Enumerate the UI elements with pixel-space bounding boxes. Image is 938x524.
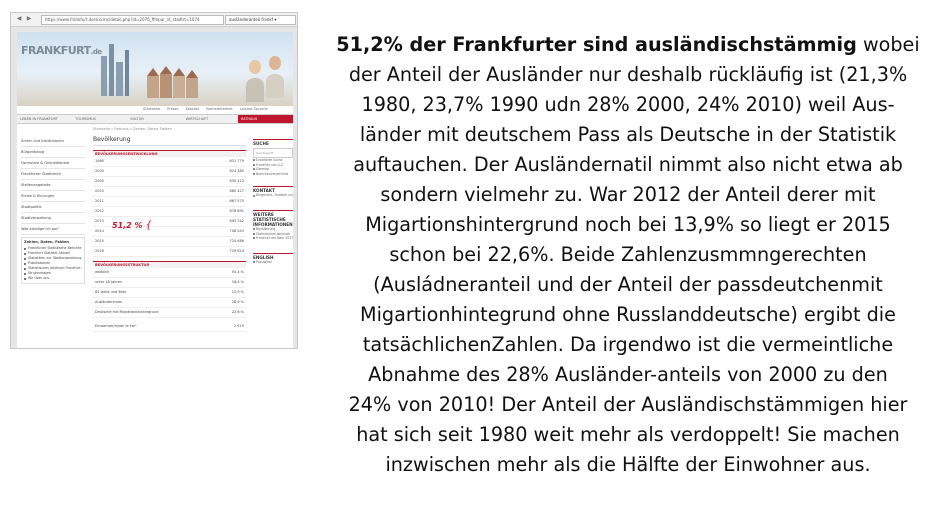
nav-rathaus[interactable]: RATHAUS (237, 115, 294, 123)
header-banner: FRANKFURT.de (17, 32, 293, 106)
roemer-house-shape (147, 76, 159, 98)
table-row: unter 18 Jahren 16,4 % (93, 278, 246, 288)
subnav-item[interactable]: Statistiken zur Stadtentwicklung (24, 256, 82, 261)
nav-leben[interactable]: LEBEN IN FRANKFURT (20, 117, 58, 121)
left-nav-item[interactable]: Stellenangebote (21, 180, 85, 191)
more-stats-link[interactable]: Statistisches Jahrbuch (253, 232, 293, 237)
table-row: 2013 693 342 (93, 217, 246, 227)
person-head-shape (249, 60, 261, 74)
left-nav-item[interactable]: Stadtverwaltung (21, 213, 85, 224)
subnav-item[interactable]: Frankfurter Statistische Berichte (24, 246, 82, 251)
address-bar[interactable]: https://www.frankfurt.de/sixcms/detail.p… (41, 15, 224, 25)
english-link[interactable]: Population (253, 260, 293, 265)
more-stats-heading: WEITERE STATISTISCHE INFORMATIONEN (253, 209, 293, 227)
roof-shape (186, 70, 198, 78)
table-row: 2000 624 380 (93, 167, 246, 177)
subnav-item[interactable]: Strukturdaten (24, 271, 82, 276)
table-row: Deutsche mit Migrationshintergrund 22,6 % (93, 308, 246, 318)
subnav-item[interactable]: Publikationen (24, 261, 82, 266)
table-row: 2016 729 624 (93, 247, 246, 257)
top-link[interactable]: Startseite (143, 107, 161, 111)
left-nav-item[interactable]: Formulare & Onlinedienste (21, 158, 85, 169)
roemer-house-shape (160, 74, 172, 98)
search-link[interactable]: Erweiterte Suche (253, 158, 293, 163)
right-sidebar: SUCHE Suchbegriff Erweiterte Suche Frank… (253, 136, 293, 264)
left-nav-item[interactable]: Stadtpolitik (21, 202, 85, 213)
back-icon[interactable]: ◀ (16, 15, 22, 22)
forward-icon[interactable]: ▶ (26, 15, 32, 22)
left-subnav: Zahlen, Daten, Fakten Frankfurter Statis… (21, 237, 85, 284)
nav-wirtschaft[interactable]: WIRTSCHAFT (185, 117, 209, 121)
subnav-item[interactable]: Wir über uns (24, 276, 82, 281)
table-row: 2014 708 543 (93, 227, 246, 237)
skyscraper-shape (125, 50, 129, 96)
table-row: 2015 724 486 (93, 237, 246, 247)
subnav-title[interactable]: Zahlen, Daten, Fakten (24, 240, 69, 244)
commentary-headline: 51,2% der Frankfurter sind ausländischst… (336, 33, 857, 56)
table-row: 2005 630 423 (93, 177, 246, 187)
table-row: 1980 631 779 (93, 157, 246, 167)
section-heading: BEVÖLKERUNGSSTRUKTUR (93, 261, 246, 268)
roemer-house-shape (186, 78, 198, 98)
contact-link[interactable]: Bürgeramt, Statistik und Wahlen (253, 193, 293, 198)
person-body-shape (266, 74, 284, 98)
table-row: 65 Jahre und älter 15,9 % (93, 288, 246, 298)
skyscraper-shape (109, 44, 114, 96)
left-nav-item[interactable]: Was erledige ich wo? (21, 224, 85, 235)
top-link[interactable]: Presse (167, 107, 179, 111)
contact-heading: KONTAKT (253, 186, 293, 193)
left-nav-item[interactable]: Bürgerdialog (21, 147, 85, 158)
nav-tourismus[interactable]: TOURISMUS (75, 117, 97, 121)
commentary-text: 51,2% der Frankfurter sind ausländischst… (330, 30, 926, 480)
table-row: 2010 660 427 (93, 187, 246, 197)
person-head-shape (269, 56, 281, 70)
commentary-body: wobei der Anteil der Ausländer nur desha… (348, 33, 920, 476)
search-heading: SUCHE (253, 139, 293, 146)
roof-shape (160, 66, 172, 74)
skyscraper-shape (116, 62, 123, 96)
english-heading: ENGLISH (253, 252, 293, 260)
browser-toolbar: ◀ ▶ https://www.frankfurt.de/sixcms/deta… (11, 13, 297, 27)
search-link[interactable]: Branchenverzeichnis (253, 172, 293, 177)
search-bar[interactable]: ausländeranteil frankf ▾ (225, 15, 296, 25)
frankfurt-page: FRANKFURT.de Startseite Presse Kontak (17, 32, 294, 348)
content-title: Bevölkerung (93, 136, 246, 146)
table-row: weiblich 50,4 % (93, 268, 246, 278)
left-nav-item[interactable]: Ämter und Institutionen (21, 136, 85, 147)
subnav-item[interactable]: Frankfurt Statistik Aktuell (24, 251, 82, 256)
search-link[interactable]: Sitemap (253, 167, 293, 172)
table-row: 2012 678 691 (93, 207, 246, 217)
roof-shape (173, 68, 185, 76)
left-navigation: Ämter und Institutionen Bürgerdialog For… (21, 136, 85, 284)
more-stats-link[interactable]: Bevölkerung (253, 227, 293, 232)
breadcrumb: Startseite » Rathaus » Zahlen, Daten, Fa… (93, 127, 172, 131)
webpage-screenshot: ◀ ▶ https://www.frankfurt.de/sixcms/deta… (10, 12, 298, 349)
skyscraper-shape (101, 56, 107, 96)
roof-shape (147, 68, 159, 76)
table-row: Ausländerinnen 28,6 % (93, 298, 246, 308)
top-link[interactable]: Leichte Sprache (239, 107, 268, 111)
handwritten-annotation: 51,2 % { (112, 220, 152, 231)
main-navigation: LEBEN IN FRANKFURT TOURISMUS KULTUR WIRT… (17, 114, 294, 124)
top-links: Startseite Presse Kontakt Barrierefreihe… (143, 107, 274, 111)
left-nav-item[interactable]: Preise & Ehrungen (21, 191, 85, 202)
person-body-shape (246, 78, 264, 102)
people-photo (243, 50, 289, 106)
nav-kultur[interactable]: KULTUR (130, 117, 144, 121)
site-logo[interactable]: FRANKFURT.de (21, 44, 102, 57)
site-search-input[interactable]: Suchbegriff (253, 148, 293, 158)
section-heading: BEVÖLKERUNGSENTWICKLUNG (93, 150, 246, 157)
roemer-house-shape (173, 76, 185, 98)
table-row: Einwohner/innen je km² 2 919 (93, 322, 246, 332)
main-content: Bevölkerung BEVÖLKERUNGSENTWICKLUNG 1980… (93, 136, 246, 332)
search-link[interactable]: Frankfurt von A-Z (253, 163, 293, 168)
top-link[interactable]: Barrierefreiheit (206, 107, 233, 111)
top-link[interactable]: Kontakt (185, 107, 200, 111)
table-row: 2011 667 575 (93, 197, 246, 207)
left-nav-item[interactable]: Frankfurter Stadtrecht (21, 169, 85, 180)
more-stats-link[interactable]: Frankfurt am Main 2017 (pdf, 12 MB) (253, 236, 293, 241)
subnav-item[interactable]: Statistisches Jahrbuch Frankfurt am Main (24, 266, 82, 271)
